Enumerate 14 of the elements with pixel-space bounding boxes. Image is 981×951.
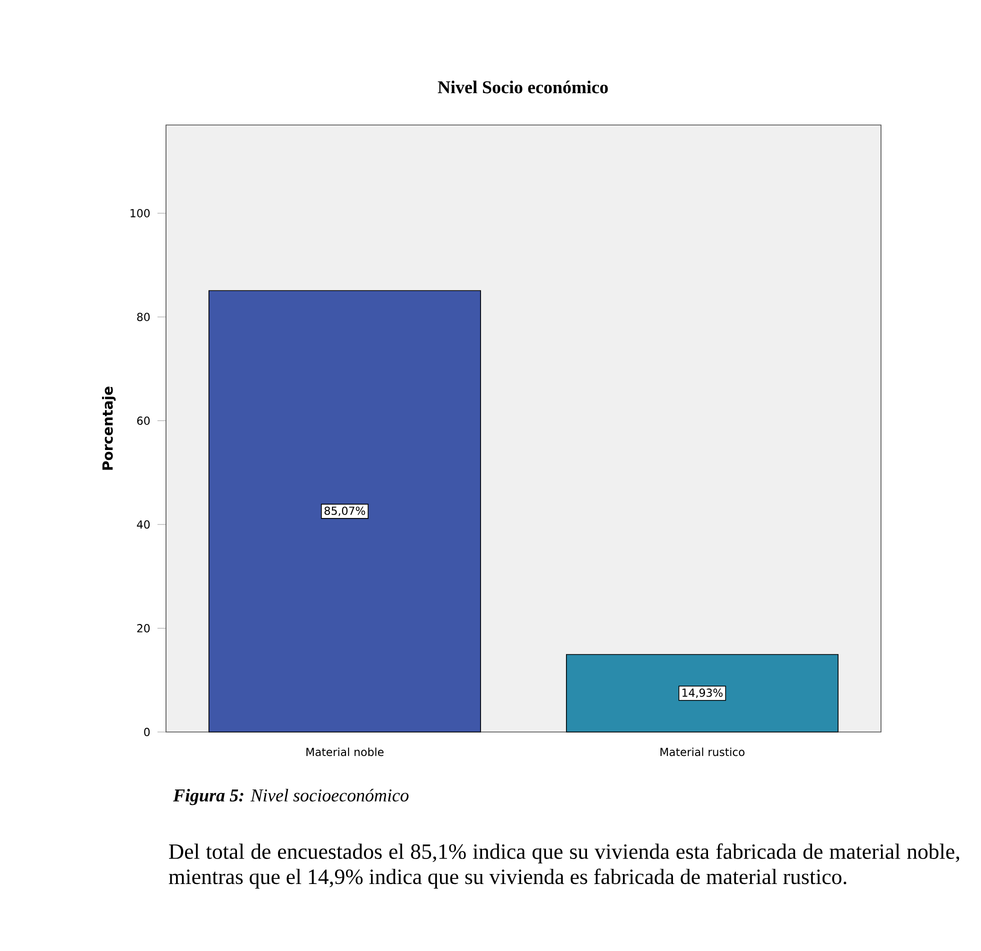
- y-tick-label: 60: [137, 416, 150, 425]
- text: Del total de encuestados el 85,1% indica que su vivienda esta fabricada de material noble, mientras que el 14,9% indica que su vivienda es fabricada de material rustico.: [168, 843, 960, 889]
- data-label: 14,93%: [682, 688, 723, 698]
- x-tick-label: Material noble: [306, 748, 384, 756]
- y-tick-label: 100: [130, 209, 150, 218]
- y-tick-label: 20: [137, 624, 150, 632]
- y-tick-label: 80: [137, 312, 150, 322]
- y-tick-label: 40: [136, 520, 150, 529]
- x-tick-label: Material rustico: [660, 748, 744, 756]
- y-tick-label: 0: [144, 728, 150, 736]
- text: Figura 5: Nivel socioeconómico: [173, 788, 409, 806]
- y-axis-title: Porcentaje: [102, 386, 116, 470]
- data-label: 85,07%: [324, 506, 366, 516]
- chart-title: Nivel Socio económico: [438, 80, 608, 94]
